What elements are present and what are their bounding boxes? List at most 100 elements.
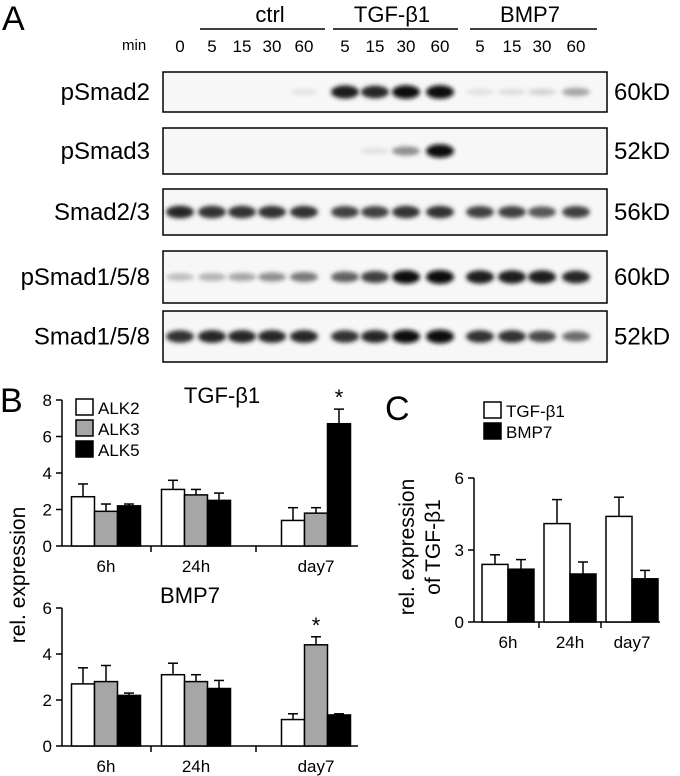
y-tick-label: 2: [43, 691, 52, 710]
blot-band: [392, 205, 420, 219]
blot-band: [331, 271, 359, 283]
blot-band: [392, 329, 420, 344]
bar-alk3: [93, 680, 119, 747]
blot-row-label: Smad2/3: [54, 199, 150, 226]
bar-alk5: [326, 422, 352, 547]
blot-band: [361, 271, 389, 283]
bar-alk5: [116, 505, 142, 547]
group-label-bmp7: BMP7: [500, 2, 560, 27]
blot-band: [228, 330, 256, 343]
blot-band: [228, 272, 256, 282]
lane-label: 15: [503, 37, 522, 56]
blot-kd-label: 56kD: [614, 199, 670, 226]
blot-band: [562, 87, 590, 97]
x-category-label: day7: [298, 757, 335, 776]
blot-band: [426, 329, 454, 344]
blot-band: [331, 206, 359, 218]
blot-band: [498, 330, 526, 343]
blot-row: pSmad1/5/8 60kD: [21, 250, 670, 304]
min-label: min: [122, 37, 146, 54]
bar-bmp7: [569, 573, 597, 623]
legend-label: ALK2: [98, 399, 140, 418]
lane-label: 5: [340, 37, 349, 56]
y-tick-label: 6: [43, 599, 52, 618]
group-label-tgf: TGF-β1: [354, 2, 430, 27]
blot-band: [392, 146, 420, 156]
significance-star: *: [335, 385, 344, 410]
blot-band: [466, 270, 494, 284]
x-category-label: 24h: [182, 557, 210, 576]
blot-band: [528, 330, 556, 343]
blot-band: [290, 88, 318, 96]
y-tick-label: 8: [43, 391, 52, 410]
blot-band: [466, 88, 494, 96]
blot-row-label: pSmad2: [61, 79, 150, 106]
chart-b-bmp7: 0 2 4 6 6h 24h day7 * BMP7: [43, 583, 358, 776]
blot-band: [466, 330, 494, 343]
blot-band: [198, 205, 226, 219]
blot-band: [392, 85, 420, 99]
bar-alk3: [183, 680, 209, 747]
blot-band: [498, 88, 526, 96]
legend-label: TGF-β1: [506, 402, 565, 421]
lane-label: 5: [207, 37, 216, 56]
legend-swatch: [483, 422, 502, 440]
lane-labels: 0 5 15 30 60 5 15 30 60 5 15 30 60: [175, 37, 585, 56]
significance-star: *: [312, 613, 321, 638]
bar-alk5: [206, 687, 232, 747]
blot-band: [528, 206, 556, 218]
chart-title: TGF-β1: [184, 383, 260, 408]
blot-band: [166, 330, 194, 343]
bar-alk2: [70, 683, 96, 747]
legend-swatch: [75, 440, 94, 458]
legend-label: ALK5: [98, 441, 140, 460]
blot-row: pSmad3 52kD: [61, 127, 670, 175]
lane-label: 60: [295, 37, 314, 56]
blot-band: [290, 205, 318, 219]
blot-row: Smad2/3 56kD: [54, 188, 670, 236]
blot-kd-label: 52kD: [614, 324, 670, 351]
blot-band: [228, 205, 256, 219]
blot-band: [290, 272, 318, 282]
bar-alk5: [116, 694, 142, 747]
y-tick-label: 3: [455, 541, 464, 560]
blot-kd-label: 52kD: [614, 138, 670, 165]
panel-b-letter: B: [0, 382, 23, 420]
blot-band: [528, 270, 556, 284]
bar-alk3: [303, 512, 329, 547]
blot-band: [361, 330, 389, 343]
bar-alk3: [303, 644, 329, 747]
blot-band: [258, 272, 286, 282]
panel-c-letter: C: [385, 390, 410, 428]
b-ylabel: rel. expression: [7, 507, 30, 644]
blot-band: [166, 205, 194, 219]
blot-row: Smad1/5/8 52kD: [34, 310, 670, 363]
blot-band: [528, 88, 556, 96]
y-tick-label: 0: [43, 737, 52, 756]
blot-kd-label: 60kD: [614, 79, 670, 106]
chart-title: BMP7: [160, 583, 220, 608]
blot-band: [426, 85, 454, 99]
bar-alk5: [206, 499, 232, 547]
blot-kd-label: 60kD: [614, 264, 670, 291]
x-category-label: 6h: [499, 633, 518, 652]
western-blots: pSmad2 60kD pSmad3 52kD Smad2/3 56kD pSmad1/5/…: [21, 71, 670, 363]
lane-label: 60: [567, 37, 586, 56]
y-tick-label: 2: [43, 501, 52, 520]
x-category-label: day7: [298, 557, 335, 576]
blot-band: [498, 270, 526, 284]
blot-row-label: pSmad3: [61, 138, 150, 165]
legend-swatch: [483, 401, 502, 419]
blot-band: [198, 330, 226, 343]
blot-band: [361, 85, 389, 99]
y-tick-label: 0: [455, 613, 464, 632]
bar-tgf-1: [481, 563, 509, 623]
bar-tgf-1: [605, 515, 633, 623]
bar-bmp7: [631, 578, 659, 623]
lane-label: 30: [533, 37, 552, 56]
legend-swatch: [75, 398, 94, 416]
bar-alk5: [326, 714, 352, 747]
blot-row-label: Smad1/5/8: [34, 324, 150, 351]
blot-band: [361, 206, 389, 218]
lane-label: 30: [397, 37, 416, 56]
